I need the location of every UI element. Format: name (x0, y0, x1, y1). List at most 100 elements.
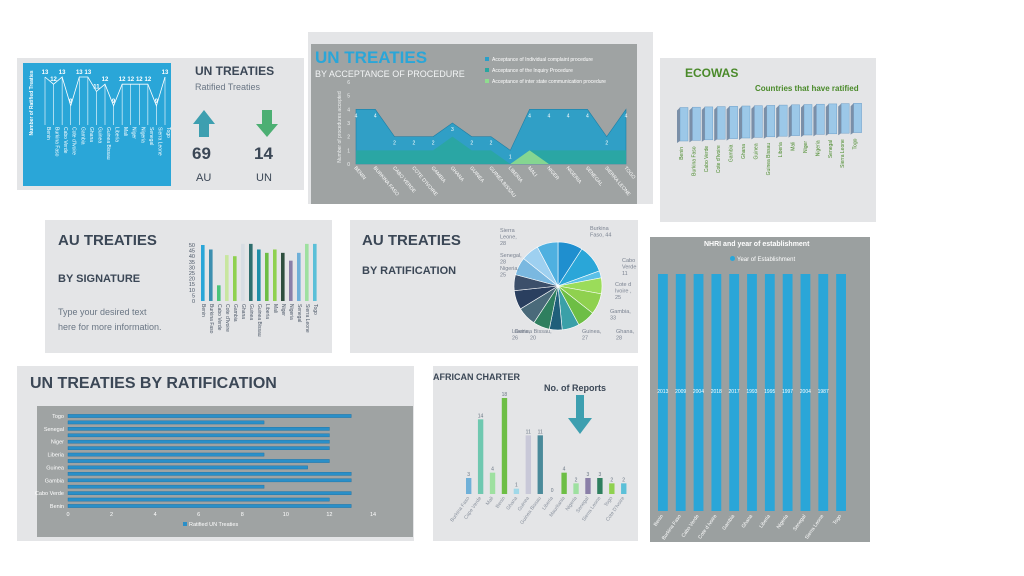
hbar (67, 420, 265, 425)
nhri-bar (711, 274, 722, 511)
pie-callout-label: 20 (530, 336, 536, 342)
ecowas-tick-label: Guinea Bissau (766, 143, 772, 176)
pie-callout-label: 25 (615, 295, 621, 301)
nhri-tick-label: Senegal (792, 514, 807, 532)
ecowas-bar-side (801, 104, 804, 137)
sig-bar (313, 243, 317, 301)
ecowas-bar (840, 103, 850, 134)
pie-callout-label: Guinea Bissau, (514, 329, 552, 335)
ecowas-bar-side (751, 105, 755, 140)
pie-callout-label: Verde , (622, 265, 638, 271)
sig-y-tick: 15 (189, 282, 195, 288)
hbar-category-label: Benin (50, 504, 64, 510)
ac-bar (525, 435, 532, 494)
hbar (67, 414, 352, 418)
arrow-down-icon (568, 395, 592, 434)
ecowas-bar (828, 103, 838, 135)
ecowas-subtitle: Countries that have ratified (755, 84, 859, 93)
acceptance-title: UN TREATIES (315, 48, 428, 67)
ac-tick-label: Togo (603, 496, 614, 509)
mini-data-label: 11 (93, 84, 100, 90)
area-data-label: 2 (490, 141, 493, 147)
mini-data-label: 13 (162, 70, 169, 76)
pie-callout-label: 28 (500, 241, 506, 247)
ecowas-bar-side (689, 107, 693, 143)
nhri-tick-label: Cote d Ivoire (697, 514, 718, 541)
legend-swatch (730, 256, 735, 261)
sig-bar (281, 252, 285, 301)
hbar (67, 497, 330, 502)
pie-callout-label: Nigeria, (500, 266, 519, 272)
ecowas-bar (741, 105, 751, 139)
sig-bar (289, 260, 293, 301)
mini-tick-label: Togo (165, 127, 171, 138)
pie-callout-label: 25 (500, 273, 506, 279)
nhri-bar (818, 274, 829, 511)
un-ratification-hbar-chart: Benin Cabo Verde Gambia Guinea Liberia Niger S… (35, 414, 376, 528)
nhri-title: NHRI and year of establishment (704, 241, 810, 248)
area-series-1 (355, 108, 627, 165)
mini-tick-label: Cabo Verde (62, 127, 68, 154)
ac-data-label: 4 (563, 467, 566, 473)
ecowas-bar-side (813, 104, 817, 137)
pie-callout-label: Faso, 44 (590, 233, 611, 239)
x-tick-label: NIGER (545, 165, 560, 181)
hbar (67, 504, 352, 508)
mini-data-label: 12 (50, 77, 57, 83)
acceptance-ylabel: Number of procedures accepted (337, 91, 343, 163)
legend-label: Acceptance of inter state communication … (492, 79, 606, 85)
nhri-data-label: 2004 (693, 389, 704, 395)
mini-tick-label: Burkina Faso (54, 127, 60, 157)
ac-bar (585, 478, 591, 494)
legend-swatch (485, 57, 489, 61)
mini-data-label: 12 (119, 77, 126, 83)
y-tick-label: 1 (347, 148, 350, 154)
area-data-label: 2 (412, 141, 415, 147)
un-ratification-title: UN TREATIES BY RATIFICATION (30, 375, 277, 392)
mini-tick-label: Benin (45, 127, 51, 140)
pie-callout-label: Burkina (590, 226, 610, 232)
pie-callout-label: 26 (512, 336, 518, 342)
hbar (67, 452, 265, 457)
hbar (67, 491, 352, 495)
nhri-bar (836, 274, 846, 511)
area-data-label: 2 (605, 141, 608, 147)
ecowas-bar (704, 106, 714, 141)
ac-tick-label: Mali (485, 496, 495, 507)
au-signature-subtitle: BY SIGNATURE (58, 273, 141, 285)
area-data-label: 3 (451, 127, 454, 133)
x-tick-label: MALI (526, 165, 538, 178)
pie-callout-label: Liberia, (512, 329, 531, 335)
mini-tick-label: Senegal (148, 127, 154, 145)
area-data-label: 1 (509, 154, 512, 160)
pie-callout-label: 28 (616, 336, 622, 342)
area-data-label: 4 (567, 113, 570, 119)
x-tick-label: GAMBIA (430, 165, 448, 184)
sig-y-tick: 5 (192, 293, 195, 299)
ecowas-tick-label: Cote d'Ivoire (716, 145, 722, 173)
sig-bar (201, 245, 205, 301)
pie-callout-label: 27 (582, 336, 588, 342)
x-tick-label: GUINEA (468, 165, 485, 184)
mini-tick-label: Gambia (79, 127, 85, 145)
nhri-panel: NHRI and year of establishment Year of E… (650, 237, 870, 542)
mini-tick-label: Nigeria (139, 127, 145, 143)
ecowas-bar (729, 106, 738, 139)
nhri-bar (675, 274, 686, 511)
nhri-data-label: 2004 (800, 389, 811, 395)
pie-callout-label: Gambia, (610, 309, 631, 315)
sig-tick-label: Ghana (240, 304, 246, 319)
ecowas-bar-side (701, 106, 705, 142)
y-tick-label: 5 (347, 94, 350, 100)
nhri-data-label: 1993 (746, 389, 757, 395)
hbar-x-tick: 12 (326, 512, 332, 518)
mini-tick-label: Guinea (96, 127, 102, 143)
sig-bar (217, 285, 221, 301)
nhri-bar (800, 274, 811, 511)
ecowas-bar-side (825, 103, 829, 136)
sig-tick-label: Mali (272, 304, 278, 313)
